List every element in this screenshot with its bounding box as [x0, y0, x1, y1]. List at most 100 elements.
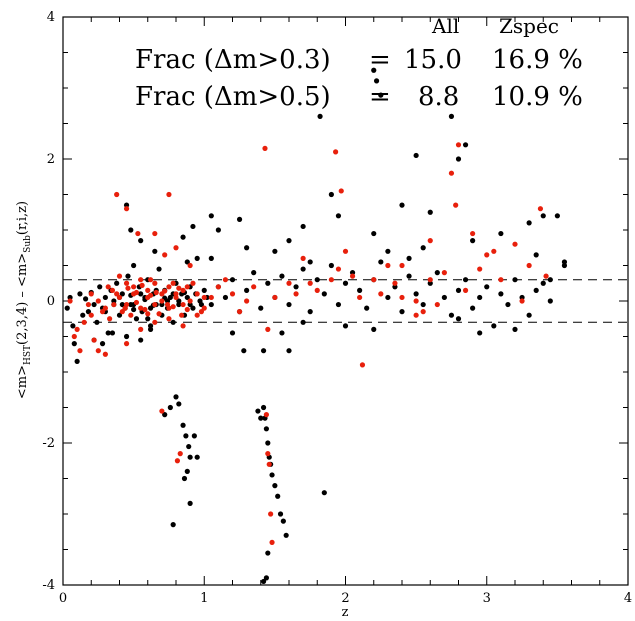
zspec-point	[67, 298, 73, 304]
all-point	[505, 301, 511, 308]
zspec-point	[159, 408, 165, 414]
y-axis-title-part-1: <m>	[15, 365, 30, 399]
all-point	[180, 422, 186, 428]
all-point	[258, 415, 264, 421]
zspec-point	[152, 230, 158, 237]
zspec-point	[180, 287, 186, 293]
zspec-point	[173, 291, 179, 297]
zspec-point	[265, 451, 271, 457]
all-point	[399, 309, 405, 315]
all-point	[241, 348, 247, 354]
zspec-point	[357, 294, 363, 301]
all-point	[187, 454, 193, 460]
zspec-point	[512, 241, 518, 247]
all-point	[97, 284, 103, 290]
all-point	[371, 326, 377, 332]
all-point	[300, 266, 306, 272]
all-point	[307, 309, 313, 315]
all-point	[183, 433, 189, 439]
zspec-point	[265, 326, 271, 332]
all-point	[260, 578, 267, 585]
all-point	[512, 326, 518, 332]
all-point	[236, 216, 243, 222]
all-point	[448, 113, 455, 119]
all-point	[279, 273, 285, 279]
zspec-point	[99, 309, 106, 315]
all-point	[99, 341, 106, 347]
all-point	[70, 323, 76, 329]
zspec-point	[184, 284, 190, 290]
all-point	[138, 337, 144, 343]
all-point	[321, 490, 327, 496]
all-point	[208, 301, 214, 308]
all-point	[470, 305, 476, 311]
zspec-point	[85, 301, 92, 308]
zspec-point	[173, 245, 179, 251]
y-tick-label: 4	[47, 10, 55, 25]
all-point	[80, 312, 86, 318]
zspec-point	[162, 288, 168, 294]
x-tick-label: 2	[341, 591, 349, 606]
all-point	[176, 401, 182, 407]
x-tick-label: 4	[624, 591, 632, 606]
all-point	[335, 301, 342, 308]
all-point	[448, 312, 455, 318]
all-point	[484, 284, 490, 290]
zspec-point	[338, 188, 344, 194]
all-point	[498, 230, 504, 237]
all-point	[491, 323, 497, 329]
all-point	[434, 270, 440, 276]
all-point	[406, 273, 412, 279]
all-point	[335, 213, 342, 219]
zspec-point	[268, 511, 274, 517]
all-point	[420, 301, 426, 308]
zspec-point	[138, 277, 144, 283]
zspec-point	[180, 301, 186, 308]
y-axis-title-sub-1: HST	[23, 345, 33, 365]
all-point	[265, 550, 271, 556]
zspec-point	[349, 273, 356, 279]
zspec-point	[180, 323, 186, 329]
zspec-point	[190, 280, 196, 286]
zspec-point	[138, 326, 144, 332]
zspec-point	[491, 248, 497, 254]
all-point	[462, 142, 469, 148]
y-tick-label: -4	[42, 578, 55, 593]
all-point	[561, 259, 568, 265]
all-point	[470, 238, 476, 244]
all-point	[83, 296, 89, 302]
zspec-point	[427, 277, 433, 283]
all-point	[138, 291, 144, 297]
all-point	[413, 291, 419, 297]
all-point	[275, 493, 281, 499]
zspec-point	[244, 298, 250, 304]
all-point	[462, 277, 469, 283]
zspec-point	[170, 304, 176, 310]
all-point	[184, 294, 190, 301]
zspec-point	[152, 319, 158, 325]
zspec-point	[314, 287, 320, 293]
all-point	[286, 301, 292, 308]
zspec-point	[519, 298, 525, 304]
zspec-point	[300, 255, 306, 261]
all-point	[244, 287, 250, 293]
zspec-point	[208, 294, 214, 301]
zspec-point	[385, 262, 391, 269]
zspec-point	[251, 284, 257, 290]
y-axis-title-sub-2: Sub	[23, 235, 33, 253]
zspec-point	[378, 291, 384, 297]
all-point	[258, 305, 264, 311]
all-point	[229, 277, 236, 283]
zspec-point	[342, 248, 349, 254]
all-point	[74, 358, 80, 364]
all-point	[413, 152, 419, 159]
zspec-point	[147, 277, 154, 283]
all-point	[156, 266, 162, 272]
zspec-point	[453, 202, 459, 208]
all-point	[280, 518, 286, 524]
zspec-point	[142, 306, 148, 313]
zspec-point	[434, 301, 440, 308]
zspec-point	[166, 191, 172, 198]
all-point	[342, 323, 349, 329]
all-point	[300, 223, 306, 230]
